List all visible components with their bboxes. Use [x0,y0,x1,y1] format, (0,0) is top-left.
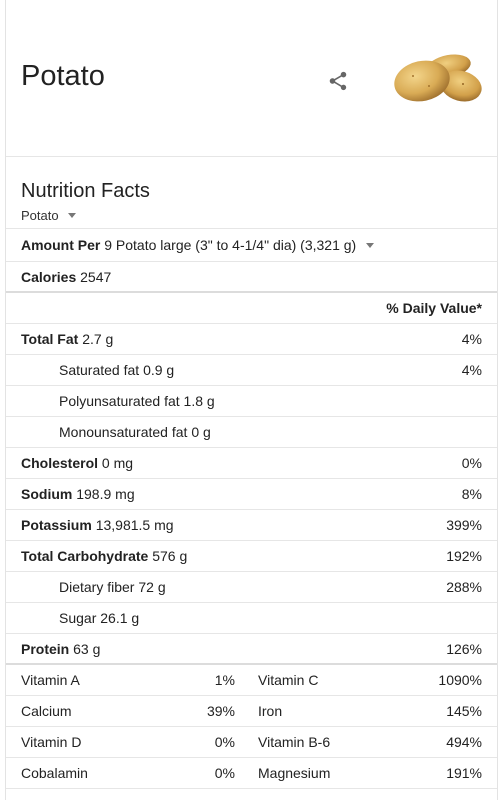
vitamin-name: Magnesium [258,765,331,781]
calories-label: Calories [21,268,77,285]
daily-value: 4% [461,362,482,378]
vitamin-name: Vitamin D [21,734,82,750]
nutrient-row-potassium: Potassium 13,981.5 mg 399% [6,510,497,541]
daily-value: 126% [446,640,482,657]
potato-image [394,54,482,102]
daily-value: 288% [446,579,482,595]
calories-value: 2547 [80,268,112,285]
nutrient-row-total-carbohydrate: Total Carbohydrate 576 g 192% [6,541,497,572]
nutrient-row-dietary-fiber: Dietary fiber 72 g 288% [6,572,497,603]
nutrient-row-sodium: Sodium 198.9 mg 8% [6,479,497,510]
nutrition-facts-heading: Nutrition Facts [21,180,150,202]
nutrient-row-cholesterol: Cholesterol 0 mg 0% [6,448,497,479]
nutrient-row-polyunsaturated-fat: Polyunsaturated fat 1.8 g [6,386,497,417]
page-title: Potato [21,60,105,92]
chevron-down-icon [67,213,76,218]
daily-value: 4% [461,331,482,347]
calories-row: Calories 2547 [6,262,497,293]
vitamin-percent: 0% [214,734,235,750]
vitamin-name: Calcium [21,703,72,719]
vitamin-row: Vitamin A 1% Vitamin C 1090% [6,665,497,696]
nutrition-facts-section: Nutrition Facts Potato [6,157,497,229]
vitamin-percent: 39% [206,703,235,719]
vitamin-name: Iron [258,703,283,719]
serving-size-dropdown[interactable]: Amount Per 9 Potato large (3" to 4-1/4" … [6,229,497,262]
vitamin-percent: 1090% [438,672,482,688]
nutrition-card: Potato [5,0,498,800]
vitamin-row: Cobalamin 0% Magnesium 191% [6,758,497,789]
share-icon [329,71,347,91]
nutrient-row-saturated-fat: Saturated fat 0.9 g 4% [6,355,497,386]
share-button[interactable] [324,67,352,95]
vitamin-name: Vitamin C [258,672,319,688]
vitamin-name: Vitamin B-6 [258,734,331,750]
vitamin-row: Vitamin D 0% Vitamin B-6 494% [6,727,497,758]
vitamin-percent: 191% [446,765,482,781]
daily-value: 192% [446,548,482,564]
nutrient-row-protein: Protein 63 g 126% [6,634,497,665]
chevron-down-icon [366,242,375,248]
vitamin-percent: 145% [446,703,482,719]
vitamin-name: Vitamin A [21,672,80,688]
daily-value-header: % Daily Value* [6,293,497,324]
nutrient-row-total-fat: Total Fat 2.7 g 4% [6,324,497,355]
nutrient-row-monounsaturated-fat: Monounsaturated fat 0 g [6,417,497,448]
vitamin-row: Calcium 39% Iron 145% [6,696,497,727]
vitamin-percent: 0% [214,765,235,781]
vitamin-percent: 1% [214,672,235,688]
food-selector-dropdown[interactable]: Potato [21,208,76,223]
vitamin-name: Cobalamin [21,765,88,781]
daily-value: 8% [461,486,482,502]
daily-value: 0% [461,455,482,471]
daily-value: 399% [446,517,482,533]
vitamin-percent: 494% [446,734,482,750]
food-selector-label: Potato [21,208,59,223]
nutrient-row-sugar: Sugar 26.1 g [6,603,497,634]
amount-per-label: Amount Per [21,237,101,253]
serving-size-value: 9 Potato large (3" to 4-1/4" dia) (3,321… [104,237,357,253]
header: Potato [6,0,497,157]
